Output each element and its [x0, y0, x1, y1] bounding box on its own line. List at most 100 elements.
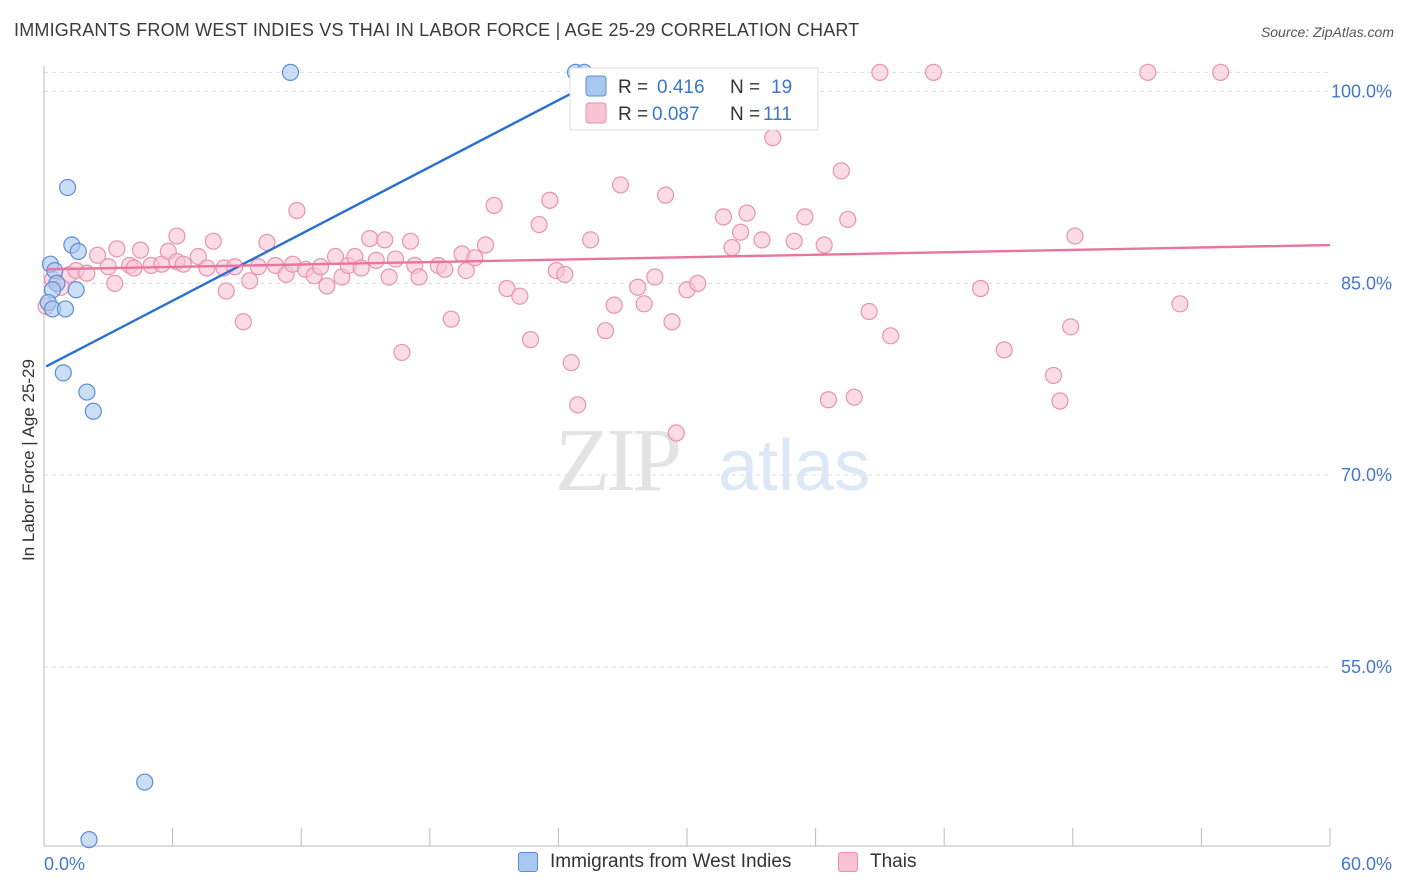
thais-point: [714, 208, 733, 226]
legend-n-value-2: 111: [763, 104, 792, 125]
thais-point: [288, 201, 306, 220]
thais-point: [234, 313, 252, 331]
thais-swatch: [838, 852, 858, 872]
west-indies-point: [84, 402, 102, 420]
thais-point: [1066, 227, 1084, 245]
thais-point: [629, 278, 647, 296]
thais-point: [663, 313, 681, 331]
thais-point: [972, 279, 990, 298]
legend-n-label-2: N =: [730, 104, 760, 125]
thais-point: [217, 282, 235, 300]
legend-n-label-1: N =: [730, 77, 760, 98]
thais-point: [410, 268, 428, 286]
thais-point: [311, 258, 330, 276]
thais-point: [995, 341, 1013, 359]
thais-point: [924, 63, 943, 81]
watermark-atlas: atlas: [718, 426, 870, 506]
trend-lines: [45, 87, 1331, 368]
thais-point: [569, 396, 587, 414]
legend: R = 0.416 N = 19 R = 0.087 N = 111: [569, 67, 819, 131]
legend-r-label-2: R =: [618, 104, 648, 125]
thais-point: [189, 247, 207, 266]
thais-point: [1062, 318, 1080, 336]
thais-point: [511, 287, 529, 305]
west-indies-point: [67, 281, 85, 299]
west-indies-point: [54, 364, 72, 382]
thais-point: [198, 259, 216, 277]
west-indies-point: [56, 300, 75, 318]
bottom-legend-west-indies: Immigrants from West Indies: [518, 851, 791, 873]
thais-point: [401, 232, 420, 250]
thais-point: [738, 204, 756, 222]
watermark: ZIP atlas: [555, 411, 870, 510]
thais-point: [106, 274, 124, 292]
thais-point: [541, 191, 559, 209]
legend-frame: [569, 67, 819, 131]
thais-point: [367, 251, 385, 269]
thais-trend-line: [46, 243, 1331, 271]
y-tick-label: 85.0%: [1341, 273, 1392, 293]
legend-swatch-west-indies: [585, 75, 607, 97]
y-axis-title: In Labor Force | Age 25-29: [19, 359, 38, 561]
thais-point: [819, 391, 838, 409]
thais-point: [815, 236, 833, 254]
legend-r-value-2: 0.087: [652, 104, 700, 125]
thais-point: [605, 296, 623, 314]
thais-point: [485, 196, 503, 214]
x-tick-label: 60.0%: [1341, 854, 1392, 874]
thais-point: [1051, 392, 1069, 410]
y-tick-label: 100.0%: [1331, 82, 1392, 102]
tick-labels: 55.0% 70.0% 85.0% 100.0% 0.0% 60.0%: [44, 82, 1392, 874]
thais-point: [689, 274, 707, 292]
thais-point: [845, 388, 863, 406]
west-indies-point: [80, 831, 98, 849]
west-indies-trend-line: [45, 87, 581, 368]
legend-swatch-thais: [585, 102, 607, 124]
thais-point: [785, 232, 803, 250]
thais-point: [386, 250, 405, 268]
thais-point: [656, 186, 675, 204]
thais-point: [457, 261, 475, 280]
thais-point: [581, 231, 600, 249]
thais-point: [796, 208, 814, 226]
thais-point: [88, 246, 107, 264]
thais-label: Thais: [870, 851, 917, 872]
west-indies-point: [78, 383, 96, 401]
thais-point: [466, 249, 484, 267]
thais-point: [1171, 295, 1189, 313]
thais-point: [667, 424, 685, 442]
axes: [43, 66, 1331, 847]
watermark-zip: ZIP: [555, 411, 679, 510]
y-tick-label: 55.0%: [1341, 657, 1392, 677]
thais-points: [37, 63, 1230, 442]
thais-point: [1139, 63, 1157, 81]
thais-point: [556, 265, 574, 284]
thais-point: [376, 231, 394, 249]
thais-point: [530, 215, 548, 234]
thais-point: [108, 240, 126, 258]
west-indies-point: [58, 178, 77, 197]
thais-point: [635, 295, 653, 313]
thais-point: [204, 232, 222, 250]
legend-r-value-1: 0.416: [657, 77, 705, 98]
thais-point: [753, 231, 771, 249]
west-indies-point: [281, 63, 300, 81]
thais-point: [241, 272, 259, 290]
legend-r-label-1: R =: [618, 77, 648, 98]
thais-point: [442, 310, 460, 328]
grid-lines: [44, 71, 1330, 668]
west-indies-point: [136, 773, 154, 791]
thais-point: [839, 210, 857, 229]
west-indies-swatch: [518, 852, 538, 872]
thais-point: [611, 176, 630, 194]
thais-point: [882, 327, 900, 345]
bottom-legend-thais: Thais: [838, 851, 916, 873]
west-indies-point: [69, 242, 87, 261]
thais-point: [1044, 366, 1063, 385]
west-indies-label: Immigrants from West Indies: [550, 851, 792, 872]
thais-point: [380, 268, 398, 286]
thais-point: [871, 63, 889, 81]
thais-point: [99, 258, 117, 276]
thais-point: [168, 227, 186, 245]
